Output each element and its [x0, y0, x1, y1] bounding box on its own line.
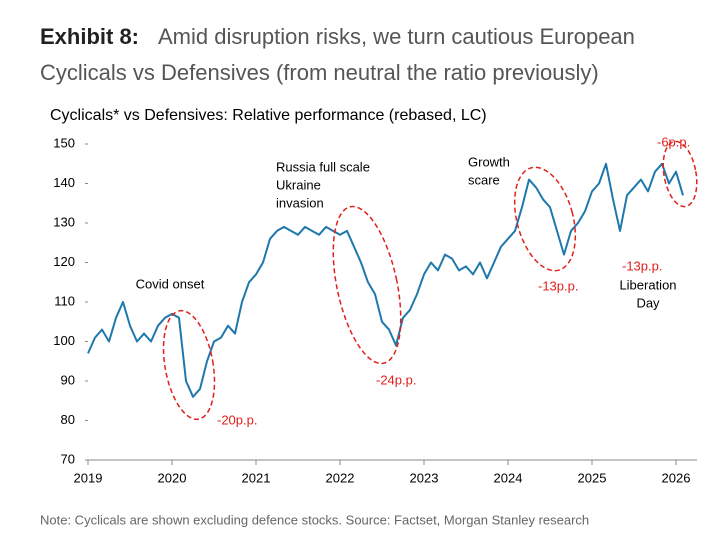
annotation: Russia full scale — [276, 159, 370, 174]
annotation: -20p.p. — [217, 412, 257, 427]
x-tick-label: 2021 — [242, 470, 271, 485]
highlight-ellipse — [162, 309, 216, 421]
annotation: -6p.p. — [657, 134, 690, 149]
y-tick-label: 90 — [61, 372, 75, 387]
y-tick-label: 140 — [53, 175, 75, 190]
annotation: -13p.p. — [622, 258, 662, 273]
annotation: Growth — [468, 154, 510, 169]
highlight-ellipse — [332, 205, 402, 365]
highlight-ellipse — [662, 140, 698, 208]
y-tick-label: 130 — [53, 214, 75, 229]
exhibit-label: Exhibit 8: — [40, 24, 139, 49]
annotation: Liberation — [619, 277, 676, 292]
annotation: Covid onset — [136, 276, 205, 291]
y-tick-label: 110 — [54, 293, 75, 308]
annotation: -24p.p. — [376, 372, 416, 387]
line-series — [87, 162, 684, 398]
exhibit-title: Cyclicals vs Defensives (from neutral th… — [40, 60, 599, 85]
y-tick-label: 100 — [53, 333, 75, 348]
y-tick-label: 70 — [61, 451, 75, 466]
annotation: invasion — [276, 195, 324, 210]
annotation: Day — [636, 295, 660, 310]
y-tick-label: 150 — [53, 135, 75, 150]
exhibit-title: Amid disruption risks, we turn cautious … — [158, 24, 635, 49]
x-tick-label: 2019 — [74, 470, 103, 485]
y-tick-label: 80 — [61, 412, 75, 427]
x-tick-label: 2023 — [410, 470, 439, 485]
x-tick-label: 2026 — [662, 470, 691, 485]
annotation: Ukraine — [276, 177, 321, 192]
chart-title: Cyclicals* vs Defensives: Relative perfo… — [50, 107, 487, 124]
annotation: -13p.p. — [538, 278, 578, 293]
x-tick-label: 2020 — [158, 470, 187, 485]
y-tick-label: 120 — [53, 254, 75, 269]
x-tick-label: 2022 — [326, 470, 355, 485]
x-tick-label: 2024 — [494, 470, 523, 485]
highlight-ellipse — [513, 166, 577, 272]
note: Note: Cyclicals are shown excluding defe… — [40, 512, 589, 527]
annotation: scare — [468, 172, 500, 187]
x-tick-label: 2025 — [578, 470, 607, 485]
